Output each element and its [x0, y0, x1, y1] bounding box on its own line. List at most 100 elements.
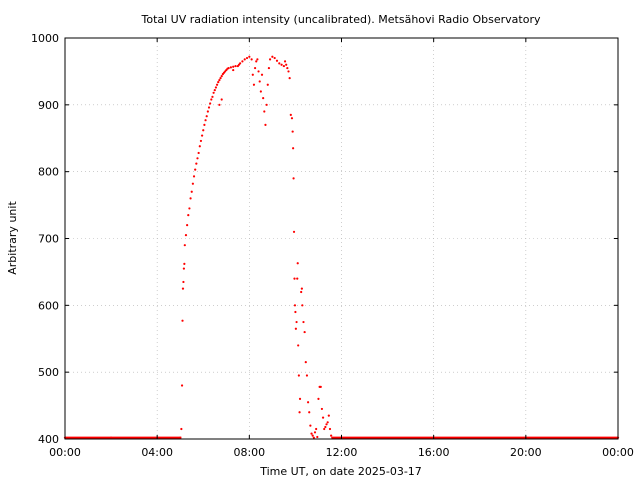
data-point	[300, 287, 303, 290]
data-point	[184, 234, 188, 237]
data-point	[194, 168, 197, 171]
data-point	[295, 320, 298, 324]
data-point	[260, 73, 264, 76]
y-tick-label: 600	[38, 299, 59, 312]
data-point	[220, 98, 223, 101]
data-point	[285, 63, 288, 66]
data-point	[257, 70, 260, 73]
data-point	[292, 147, 295, 150]
data-point	[326, 421, 329, 424]
data-point	[256, 58, 259, 61]
data-point	[203, 123, 206, 126]
data-point	[321, 416, 325, 419]
x-tick-label: 16:00	[418, 446, 450, 459]
data-point	[324, 425, 327, 429]
data-point	[255, 60, 258, 63]
data-point	[199, 139, 203, 143]
x-tick-label: 04:00	[141, 446, 173, 459]
ticks-layer: 00:00 04:00 08:00 12:00 16:00 20:00 00:0040050…	[31, 32, 634, 459]
data-point	[197, 151, 200, 155]
data-point	[330, 434, 333, 437]
data-point	[327, 414, 330, 417]
data-point	[301, 304, 304, 307]
data-point	[323, 427, 326, 431]
x-axis-label: Time UT, on date 2025-03-17	[259, 465, 422, 478]
data-point	[303, 330, 306, 334]
data-point	[282, 64, 285, 68]
data-point	[316, 435, 319, 439]
data-point	[180, 384, 184, 387]
data-point	[289, 113, 292, 116]
data-point	[200, 134, 204, 137]
data-point	[259, 90, 262, 93]
data-point	[214, 86, 218, 89]
data-point	[191, 182, 194, 185]
data-point	[181, 319, 184, 322]
data-point	[241, 60, 244, 63]
data-point	[297, 374, 300, 377]
data-point	[315, 427, 318, 431]
data-point	[264, 123, 267, 126]
data-point	[232, 68, 235, 72]
data-point	[190, 190, 193, 193]
x-tick-label: 12:00	[326, 446, 358, 459]
data-point	[292, 230, 296, 233]
data-point	[294, 310, 297, 314]
data-point	[218, 79, 221, 82]
data-point	[181, 287, 185, 290]
x-tick-label: 08:00	[233, 446, 265, 459]
x-tick-label: 00:00	[49, 446, 81, 459]
data-point	[195, 162, 198, 165]
data-point	[198, 145, 201, 148]
data-point	[313, 431, 317, 434]
data-point	[237, 63, 241, 66]
data-point	[288, 77, 291, 80]
data-point	[187, 214, 190, 217]
y-tick-label: 500	[38, 366, 59, 379]
data-point	[217, 81, 220, 84]
data-point	[202, 129, 205, 132]
data-point	[220, 74, 223, 78]
data-point	[305, 374, 309, 377]
data-point	[280, 63, 283, 66]
data-point	[296, 262, 299, 265]
data-point	[266, 83, 269, 86]
data-point	[227, 66, 230, 70]
data-point	[325, 423, 328, 426]
data-point	[293, 277, 296, 280]
data-point	[251, 73, 254, 76]
data-point	[275, 59, 279, 62]
data-point	[271, 55, 274, 58]
data-point	[311, 434, 314, 437]
data-point	[292, 177, 295, 180]
data-point	[182, 280, 185, 284]
data-point	[205, 115, 208, 118]
data-point	[196, 157, 199, 160]
data-point	[262, 97, 265, 100]
data-point	[294, 327, 297, 330]
data-point	[209, 102, 212, 105]
data-point	[265, 103, 268, 106]
data-point	[320, 407, 324, 411]
data-point	[263, 110, 266, 113]
data-point	[219, 77, 222, 80]
data-point	[182, 267, 185, 270]
y-tick-label: 400	[38, 433, 59, 446]
data-point	[267, 66, 271, 70]
data-point	[297, 344, 300, 347]
data-point	[300, 290, 303, 294]
data-point	[192, 175, 196, 178]
data-point	[204, 119, 207, 122]
data-point	[298, 411, 301, 414]
data-point	[317, 397, 320, 400]
data-point	[290, 117, 294, 120]
y-tick-label: 800	[38, 166, 59, 179]
data-point	[298, 397, 302, 400]
y-tick-label: 1000	[31, 32, 59, 45]
data-point	[253, 66, 257, 70]
data-point	[304, 361, 307, 364]
data-point	[309, 424, 312, 427]
data-point	[206, 110, 209, 113]
x-tick-label: 20:00	[510, 446, 542, 459]
